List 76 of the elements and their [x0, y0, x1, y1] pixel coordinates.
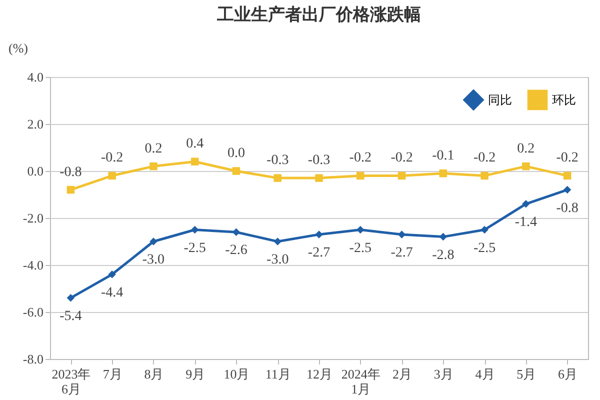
x-tick-label: 2月 — [392, 366, 412, 382]
data-label: -0.2 — [349, 150, 372, 166]
x-tick-label: 4月 — [475, 366, 495, 382]
y-axis-title: (%) — [8, 40, 28, 56]
data-label: 0.4 — [186, 136, 204, 152]
x-tick-label: 6月 — [558, 366, 578, 382]
y-tick-label: 0.0 — [27, 164, 44, 178]
data-label: -2.5 — [184, 240, 206, 256]
point — [232, 167, 240, 175]
data-label: -0.8 — [60, 164, 82, 180]
x-tick-label: 2024年 1月 — [341, 366, 380, 396]
point — [356, 172, 364, 180]
data-label: -2.8 — [432, 248, 454, 263]
point — [190, 158, 199, 166]
data-label: -0.3 — [266, 153, 289, 168]
data-label: -0.2 — [556, 150, 578, 166]
data-label: -3.0 — [142, 252, 165, 268]
point — [439, 169, 448, 178]
data-label: -4.4 — [100, 285, 124, 300]
point — [66, 186, 75, 194]
point — [439, 232, 448, 241]
point — [274, 174, 282, 182]
point — [150, 238, 158, 246]
data-label: -1.4 — [514, 214, 538, 230]
point — [398, 230, 406, 238]
x-tick-label: 9月 — [186, 366, 206, 382]
point — [274, 238, 282, 246]
point — [190, 226, 199, 234]
point — [108, 270, 116, 278]
point — [66, 294, 75, 302]
data-label: -0.3 — [308, 153, 330, 168]
y-tick-label: -6.0 — [22, 304, 44, 320]
data-label: 0.2 — [517, 141, 535, 156]
x-tick-label: 7月 — [102, 366, 122, 382]
point — [522, 200, 530, 208]
x-tick-label: 8月 — [144, 366, 164, 382]
point — [150, 162, 158, 170]
data-label: -0.8 — [556, 200, 578, 216]
data-label: -0.1 — [432, 148, 454, 164]
point — [480, 172, 488, 180]
x-tick-label: 12月 — [306, 366, 332, 382]
point — [108, 172, 116, 180]
data-label: -2.7 — [390, 245, 413, 260]
point — [563, 172, 572, 180]
point — [356, 226, 364, 234]
x-tick-label: 10月 — [224, 366, 250, 382]
data-label: -2.7 — [308, 245, 330, 260]
legend-label: 环比 — [552, 92, 576, 107]
point — [315, 174, 323, 182]
point — [232, 228, 240, 236]
y-tick-label: 2.0 — [27, 116, 44, 132]
data-label: -0.2 — [390, 150, 413, 166]
data-label: -5.4 — [60, 308, 82, 324]
data-label: -0.2 — [100, 150, 124, 166]
data-label: -2.6 — [225, 243, 248, 258]
x-tick-label: 3月 — [434, 366, 454, 382]
y-tick-label: 4.0 — [27, 70, 44, 84]
data-label: -2.5 — [349, 240, 372, 256]
point — [522, 162, 530, 170]
point — [480, 226, 488, 234]
point — [563, 186, 572, 194]
x-tick-label: 11月 — [265, 366, 291, 382]
x-tick-label: 2023年 6月 — [52, 366, 91, 396]
data-label: 0.2 — [144, 141, 162, 156]
legend-label: 同比 — [488, 92, 512, 107]
y-tick-label: -8.0 — [22, 352, 44, 366]
data-label: -0.2 — [473, 150, 496, 166]
point — [315, 230, 323, 238]
data-label: -3.0 — [266, 252, 289, 268]
chart-title: 工业生产者出厂价格涨跌幅 — [216, 5, 421, 25]
y-tick-label: -4.0 — [22, 258, 44, 272]
data-label: -2.5 — [473, 240, 496, 256]
x-tick-label: 5月 — [516, 366, 536, 382]
point — [398, 172, 406, 180]
data-label: 0.0 — [227, 146, 245, 161]
y-tick-label: -2.0 — [22, 210, 44, 226]
